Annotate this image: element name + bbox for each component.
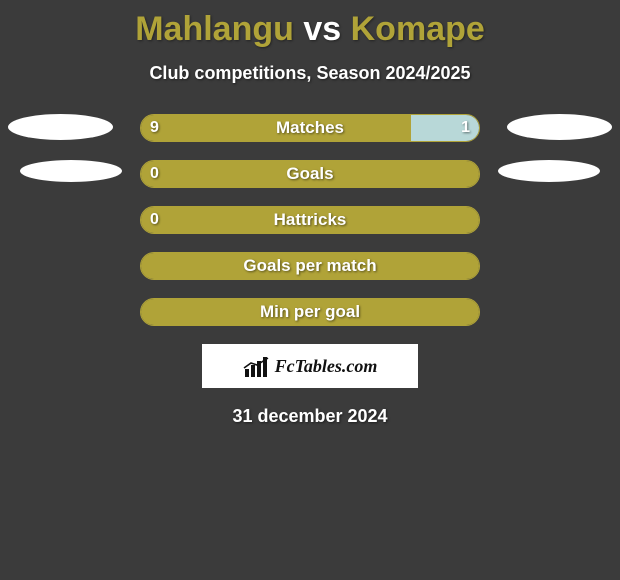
stat-label: Matches bbox=[141, 115, 479, 141]
stat-bar: Goals per match bbox=[140, 252, 480, 280]
stat-value-left: 0 bbox=[150, 206, 159, 234]
stat-value-left: 0 bbox=[150, 160, 159, 188]
logo-text: FcTables.com bbox=[275, 356, 378, 377]
stat-row: Goals per match bbox=[0, 252, 620, 282]
stat-bar: Min per goal bbox=[140, 298, 480, 326]
page-title: Mahlangu vs Komape bbox=[0, 0, 620, 49]
stat-row: Hattricks 0 bbox=[0, 206, 620, 236]
title-player1: Mahlangu bbox=[135, 10, 294, 48]
subtitle: Club competitions, Season 2024/2025 bbox=[0, 63, 620, 84]
stat-label: Min per goal bbox=[141, 299, 479, 325]
logo-trend-line-icon bbox=[243, 357, 269, 369]
stat-value-right: 1 bbox=[461, 114, 470, 142]
stats-rows: Matches 9 1 Goals 0 Hattricks 0 bbox=[0, 114, 620, 328]
stat-row: Min per goal bbox=[0, 298, 620, 328]
stat-label: Goals bbox=[141, 161, 479, 187]
comparison-infographic: Mahlangu vs Komape Club competitions, Se… bbox=[0, 0, 620, 580]
stat-bar: Matches bbox=[140, 114, 480, 142]
stat-bar: Hattricks bbox=[140, 206, 480, 234]
logo-box: FcTables.com bbox=[202, 344, 418, 388]
stat-label: Hattricks bbox=[141, 207, 479, 233]
stat-row: Goals 0 bbox=[0, 160, 620, 190]
stat-bar: Goals bbox=[140, 160, 480, 188]
title-vs: vs bbox=[303, 10, 341, 48]
stat-label: Goals per match bbox=[141, 253, 479, 279]
logo-chart-icon bbox=[243, 355, 269, 377]
stat-value-left: 9 bbox=[150, 114, 159, 142]
date-text: 31 december 2024 bbox=[0, 406, 620, 427]
title-player2: Komape bbox=[351, 10, 485, 48]
stat-row: Matches 9 1 bbox=[0, 114, 620, 144]
